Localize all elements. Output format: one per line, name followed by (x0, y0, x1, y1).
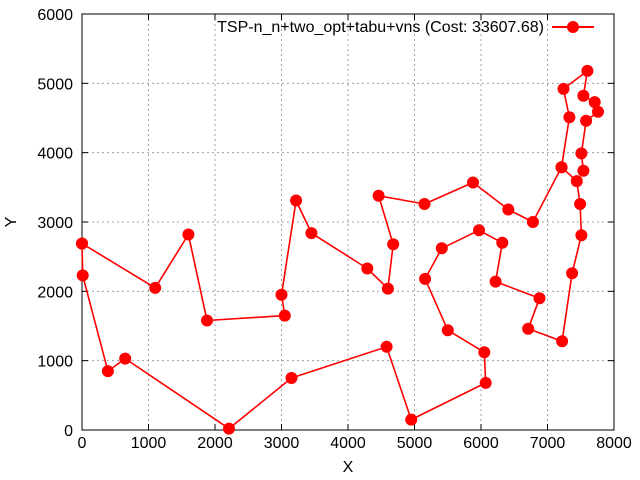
city-point (557, 82, 570, 95)
city-point (361, 262, 374, 275)
city-point (502, 203, 515, 216)
route-series (76, 64, 604, 435)
city-point (182, 228, 195, 241)
city-point (419, 272, 432, 285)
y-tick-label: 6000 (37, 7, 73, 24)
x-tick-label: 2000 (197, 435, 233, 452)
city-point (290, 194, 303, 207)
city-point (381, 282, 394, 295)
city-point (473, 224, 485, 237)
y-tick-label: 5000 (37, 76, 73, 93)
city-point (387, 238, 400, 251)
city-point (372, 189, 385, 202)
city-point (418, 198, 431, 210)
city-point (574, 198, 587, 210)
city-point (405, 413, 418, 426)
city-point (119, 352, 132, 365)
city-point (496, 236, 509, 249)
city-point (76, 237, 88, 250)
city-point (577, 164, 590, 177)
city-point (305, 227, 318, 240)
city-point (76, 269, 89, 282)
city-point (478, 346, 491, 359)
city-point (101, 365, 114, 378)
y-tick-label: 4000 (37, 146, 73, 163)
city-point (556, 335, 569, 348)
y-axis-title: Y (3, 216, 20, 227)
city-point (489, 275, 502, 288)
x-tick-label: 5000 (397, 435, 433, 452)
city-point (380, 340, 393, 353)
y-tick-label: 2000 (37, 284, 73, 301)
city-point (435, 242, 448, 255)
city-point (533, 292, 546, 305)
x-axis-title: X (343, 459, 354, 476)
city-point (526, 216, 539, 228)
y-tick-label: 1000 (37, 354, 73, 371)
city-point (223, 422, 235, 435)
route-line-branch (560, 70, 599, 171)
y-tick-label: 3000 (37, 215, 73, 232)
city-point (522, 322, 535, 335)
city-point (441, 324, 454, 337)
city-point (563, 111, 576, 124)
legend: TSP-n_n+two_opt+tabu+vns (Cost: 33607.68… (217, 19, 594, 36)
city-point (588, 96, 601, 109)
legend-marker-swatch (567, 21, 579, 33)
x-tick-label: 8000 (596, 435, 632, 452)
x-tick-label: 0 (78, 435, 87, 452)
x-tick-label: 1000 (131, 435, 167, 452)
city-point (149, 281, 162, 294)
city-point (581, 64, 594, 77)
city-point (467, 176, 479, 189)
city-point (580, 114, 593, 127)
city-point (575, 229, 588, 242)
x-tick-label: 7000 (530, 435, 566, 452)
x-tick-label: 6000 (463, 435, 499, 452)
x-tick-label: 4000 (330, 435, 366, 452)
route-line (81, 166, 583, 430)
city-point (555, 161, 568, 174)
legend-label: TSP-n_n+two_opt+tabu+vns (Cost: 33607.68… (217, 19, 544, 36)
city-point (577, 89, 590, 102)
city-point (201, 314, 213, 327)
city-point (285, 372, 298, 384)
grid-lines (82, 14, 614, 430)
y-tick-label: 0 (64, 423, 73, 440)
city-point (278, 309, 291, 322)
city-point (566, 267, 579, 280)
city-point (275, 288, 288, 301)
city-point (479, 376, 492, 389)
city-point (575, 147, 588, 160)
x-tick-label: 3000 (264, 435, 300, 452)
axis-ticks: 0 1000 2000 3000 4000 5000 6000 7000 8000 0 1000 20… (37, 7, 631, 452)
city-point (570, 175, 583, 188)
